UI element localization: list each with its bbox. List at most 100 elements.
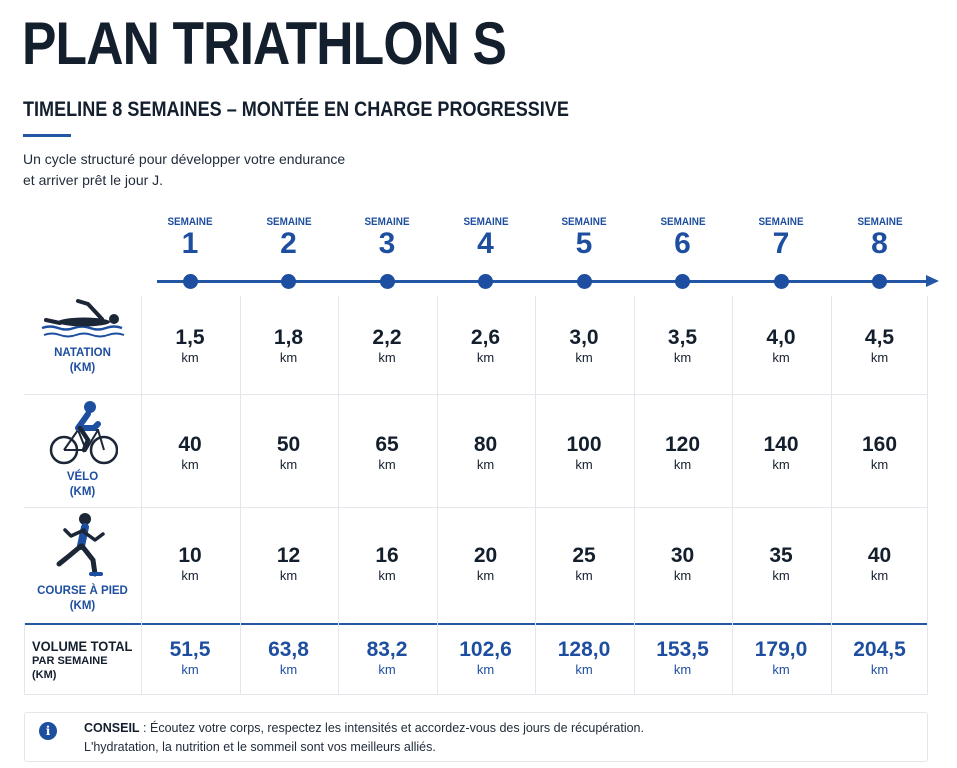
total-unit: km bbox=[476, 662, 495, 677]
total-unit: km bbox=[181, 662, 199, 677]
grid-hline bbox=[24, 694, 928, 695]
tip-lead: CONSEIL bbox=[84, 721, 140, 735]
swimmer-icon bbox=[41, 299, 124, 338]
timeline-dot-4 bbox=[478, 274, 494, 289]
grid-vline bbox=[24, 623, 25, 695]
cell-unit: km bbox=[181, 457, 199, 472]
cell-value: 30 bbox=[670, 544, 695, 567]
cell-unit: km bbox=[673, 457, 692, 472]
cell-value: 3,0 bbox=[569, 326, 599, 349]
cell-unit: km bbox=[476, 350, 495, 365]
timeline-dot-7 bbox=[773, 274, 789, 289]
tip-box: i CONSEIL : Écoutez votre corps, respect… bbox=[24, 712, 928, 762]
total-value: 63,8 bbox=[268, 638, 309, 661]
tip-line2: L'hydratation, la nutrition et le sommei… bbox=[84, 740, 436, 754]
value-cell: 100 km bbox=[535, 434, 633, 473]
total-value: 51,5 bbox=[169, 638, 211, 661]
total-cell: 83,2 km bbox=[338, 639, 436, 678]
value-cell: 1,8 km bbox=[240, 327, 338, 366]
cell-value: 140 bbox=[763, 433, 799, 456]
cell-value: 65 bbox=[375, 433, 399, 456]
week-header-5: SEMAINE 5 bbox=[535, 216, 633, 259]
week-number: 4 bbox=[477, 227, 494, 260]
week-header-2: SEMAINE 2 bbox=[240, 216, 338, 259]
week-number: 1 bbox=[181, 227, 199, 260]
page-subtitle: TIMELINE 8 SEMAINES – MONTÉE EN CHARGE P… bbox=[23, 98, 569, 121]
page-title: PLAN TRIATHLON S bbox=[22, 10, 507, 77]
total-cell: 51,5 km bbox=[141, 639, 239, 678]
row-label-line2: (KM) bbox=[69, 362, 96, 374]
cell-value: 40 bbox=[178, 433, 202, 456]
grid-hline bbox=[24, 507, 928, 508]
row-label-line1: COURSE À PIED bbox=[37, 585, 128, 597]
cell-value: 40 bbox=[867, 544, 892, 567]
week-number: 5 bbox=[575, 227, 593, 260]
total-unit: km bbox=[673, 662, 692, 677]
total-value: 179,0 bbox=[754, 638, 808, 661]
value-cell: 3,0 km bbox=[535, 327, 633, 366]
timeline-dot-8 bbox=[872, 274, 888, 289]
total-cell: 153,5 km bbox=[634, 639, 732, 678]
cell-unit: km bbox=[279, 568, 298, 583]
week-header-4: SEMAINE 4 bbox=[437, 216, 535, 259]
week-label: SEMAINE bbox=[265, 216, 312, 228]
week-label: SEMAINE bbox=[167, 216, 213, 228]
grid-vline bbox=[239, 296, 241, 695]
cell-value: 50 bbox=[276, 433, 301, 456]
total-cell: 204,5 km bbox=[831, 639, 929, 678]
row-label-line2: (KM) bbox=[69, 486, 96, 498]
value-cell: 80 km bbox=[437, 434, 535, 473]
cell-unit: km bbox=[870, 457, 889, 472]
total-value: 83,2 bbox=[366, 638, 408, 661]
total-cell: 179,0 km bbox=[732, 639, 830, 678]
timeline-dot-3 bbox=[379, 274, 395, 289]
cell-value: 25 bbox=[572, 544, 596, 567]
cell-value: 160 bbox=[861, 433, 898, 456]
total-label: VOLUME TOTAL PAR SEMAINE (KM) bbox=[32, 638, 147, 682]
value-cell: 140 km bbox=[732, 434, 830, 473]
cyclist-icon bbox=[49, 401, 118, 465]
cell-unit: km bbox=[575, 457, 593, 472]
row-label-velo: VÉLO (KM) bbox=[24, 400, 141, 500]
total-cell: 63,8 km bbox=[240, 639, 338, 678]
week-number: 8 bbox=[871, 227, 888, 260]
total-cell: 102,6 km bbox=[437, 639, 535, 678]
value-cell: 30 km bbox=[634, 545, 732, 584]
total-unit: km bbox=[870, 662, 889, 677]
value-cell: 40 km bbox=[831, 545, 929, 584]
grid-vline bbox=[633, 296, 635, 695]
runner-icon bbox=[56, 513, 105, 577]
week-label: SEMAINE bbox=[561, 216, 607, 228]
week-label: SEMAINE bbox=[856, 216, 903, 228]
intro-line-1: Un cycle structuré pour développer votre… bbox=[23, 151, 346, 167]
cell-unit: km bbox=[772, 568, 790, 583]
cell-unit: km bbox=[772, 350, 790, 365]
total-separator bbox=[24, 623, 928, 625]
grid-vline bbox=[436, 296, 438, 695]
value-cell: 25 km bbox=[535, 545, 633, 584]
total-value: 204,5 bbox=[853, 638, 906, 661]
value-cell: 4,5 km bbox=[831, 327, 929, 366]
cell-unit: km bbox=[772, 457, 790, 472]
value-cell: 65 km bbox=[338, 434, 436, 473]
value-cell: 12 km bbox=[240, 545, 338, 584]
value-cell: 20 km bbox=[437, 545, 535, 584]
cell-value: 1,5 bbox=[175, 326, 205, 349]
cell-value: 1,8 bbox=[273, 326, 304, 349]
value-cell: 10 km bbox=[141, 545, 239, 584]
cell-value: 80 bbox=[473, 433, 498, 456]
total-label-line2: PAR SEMAINE bbox=[32, 655, 108, 667]
grid-vline bbox=[927, 296, 928, 695]
value-cell: 4,0 km bbox=[732, 327, 830, 366]
value-cell: 3,5 km bbox=[634, 327, 732, 366]
week-number: 2 bbox=[280, 227, 297, 260]
value-cell: 50 km bbox=[240, 434, 338, 473]
cell-value: 120 bbox=[664, 433, 701, 456]
cell-unit: km bbox=[673, 350, 692, 365]
total-cell: 128,0 km bbox=[535, 639, 633, 678]
total-unit: km bbox=[772, 662, 790, 677]
total-label-line1: VOLUME TOTAL bbox=[32, 638, 133, 654]
cell-value: 4,5 bbox=[864, 326, 895, 349]
week-label: SEMAINE bbox=[462, 216, 509, 228]
grid-vline bbox=[141, 296, 142, 695]
